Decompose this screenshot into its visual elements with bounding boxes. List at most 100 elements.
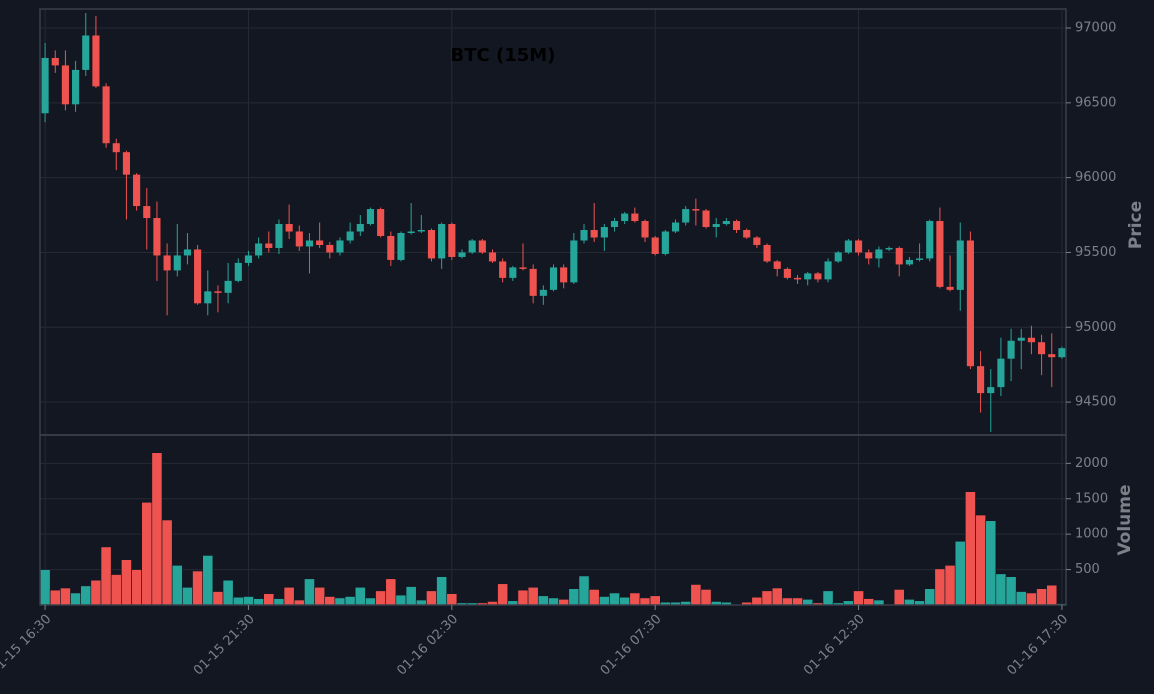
volume-bar bbox=[639, 597, 651, 606]
candle-body bbox=[885, 247, 893, 250]
volume-bar bbox=[375, 590, 387, 606]
candle-body bbox=[72, 69, 80, 105]
volume-bar bbox=[60, 587, 71, 606]
candle-body bbox=[865, 252, 873, 259]
candle-body bbox=[51, 57, 59, 66]
volume-bar bbox=[1046, 584, 1058, 606]
volume-bar bbox=[70, 592, 81, 606]
candle-body bbox=[926, 221, 934, 259]
candle-body bbox=[143, 206, 151, 219]
volume-tick-label: 1500 bbox=[1075, 491, 1108, 506]
volume-bar bbox=[182, 586, 193, 606]
volume-bar bbox=[151, 452, 163, 606]
volume-bar bbox=[527, 586, 539, 606]
volume-bar bbox=[446, 593, 458, 606]
candle-body bbox=[407, 231, 415, 233]
candle-body bbox=[234, 262, 242, 281]
candle-body bbox=[183, 249, 192, 256]
volume-bar bbox=[771, 587, 783, 606]
candle-body bbox=[224, 280, 232, 293]
volume-bar bbox=[232, 596, 244, 606]
volume-bar bbox=[263, 593, 275, 606]
y-tick-label: 94500 bbox=[1075, 395, 1116, 410]
volume-bar bbox=[395, 594, 407, 606]
candle-body bbox=[255, 243, 263, 256]
candle-body bbox=[722, 221, 730, 225]
candle-body bbox=[387, 235, 395, 260]
candle-body bbox=[682, 209, 690, 223]
volume-bar bbox=[924, 588, 936, 606]
candle-body bbox=[214, 291, 222, 293]
candle-body bbox=[651, 237, 659, 254]
candle-body bbox=[112, 143, 120, 153]
volume-bar bbox=[131, 569, 142, 606]
volume-bar bbox=[436, 576, 448, 606]
candle-body bbox=[1048, 354, 1056, 358]
volume-bar bbox=[649, 595, 661, 606]
candle-body bbox=[427, 230, 436, 259]
candle-body bbox=[600, 227, 608, 238]
volume-bar bbox=[49, 589, 61, 606]
volume-bar bbox=[690, 584, 702, 606]
y-tick-label: 96500 bbox=[1075, 95, 1116, 110]
candle-body bbox=[560, 267, 568, 283]
candle-body bbox=[122, 152, 130, 175]
volume-bar bbox=[212, 591, 224, 606]
candle-body bbox=[488, 252, 497, 262]
candle-body bbox=[499, 261, 507, 278]
volume-bar bbox=[80, 585, 92, 606]
volume-bar bbox=[537, 595, 549, 606]
candle-body bbox=[905, 259, 913, 265]
candle-body bbox=[194, 249, 202, 304]
volume-bar bbox=[904, 599, 915, 606]
volume-bar bbox=[283, 586, 295, 606]
candle-body bbox=[875, 249, 883, 259]
candle-body bbox=[641, 221, 649, 238]
volume-bar bbox=[1005, 576, 1017, 606]
volume-frame bbox=[39, 434, 1067, 606]
candle-body bbox=[1038, 342, 1046, 355]
candle-body bbox=[173, 255, 181, 271]
volume-bar bbox=[954, 540, 966, 606]
volume-bar bbox=[90, 579, 102, 606]
candle-body bbox=[997, 358, 1005, 388]
candle-body bbox=[895, 247, 903, 265]
volume-bar bbox=[161, 519, 173, 606]
price-axis-label: Price bbox=[1126, 201, 1146, 249]
chart-title: BTC (15M) bbox=[451, 45, 556, 66]
candle-body bbox=[956, 240, 964, 290]
volume-axis-label: Volume bbox=[1115, 484, 1135, 555]
volume-bar bbox=[314, 586, 326, 606]
volume-tick-label: 500 bbox=[1075, 562, 1100, 577]
candle-body bbox=[977, 366, 985, 394]
volume-bar bbox=[202, 555, 214, 606]
candle-body bbox=[448, 224, 456, 257]
candle-body bbox=[397, 232, 405, 260]
volume-bar bbox=[893, 589, 905, 606]
candle-body bbox=[316, 240, 324, 245]
candle-body bbox=[377, 209, 385, 236]
volume-bar bbox=[629, 592, 641, 606]
candle-body bbox=[92, 35, 100, 87]
volume-bar bbox=[853, 590, 864, 606]
candle-body bbox=[346, 231, 354, 241]
candle-body bbox=[1058, 348, 1066, 358]
y-tick-label: 95500 bbox=[1075, 245, 1116, 260]
volume-bar bbox=[558, 599, 570, 606]
volume-bar bbox=[761, 590, 773, 606]
candle-body bbox=[265, 243, 273, 248]
candle-body bbox=[519, 267, 527, 269]
volume-bar bbox=[1036, 588, 1047, 606]
volume-bar bbox=[781, 597, 793, 606]
volume-bar bbox=[517, 589, 529, 606]
candle-body bbox=[570, 240, 578, 283]
volume-bar bbox=[751, 596, 763, 606]
volume-tick-label: 1000 bbox=[1075, 527, 1108, 542]
volume-bar bbox=[344, 596, 356, 606]
candle-body bbox=[834, 252, 842, 262]
candle-body bbox=[275, 224, 283, 248]
volume-bar bbox=[100, 546, 112, 606]
volume-bar bbox=[171, 565, 183, 606]
candle-body bbox=[509, 267, 517, 278]
